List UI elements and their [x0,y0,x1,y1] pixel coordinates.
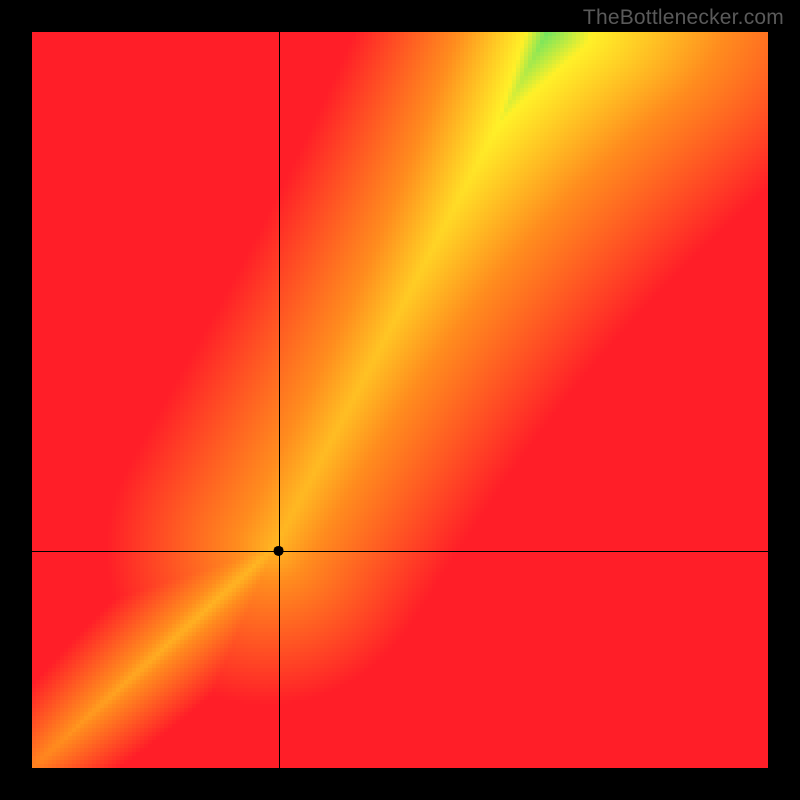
chart-container: TheBottlenecker.com [0,0,800,800]
bottleneck-heatmap [0,0,800,800]
watermark-text: TheBottlenecker.com [583,6,784,30]
